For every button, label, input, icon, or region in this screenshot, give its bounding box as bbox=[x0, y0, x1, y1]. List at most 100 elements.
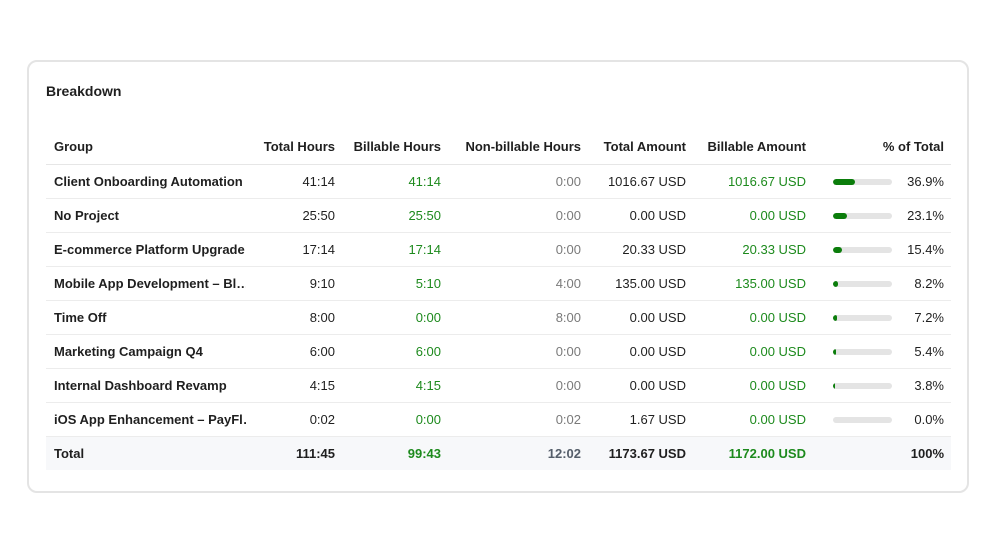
percent-track bbox=[833, 416, 892, 423]
percent-wrap: 36.9% bbox=[820, 174, 944, 189]
non-billable-hours-cell: 0:02 bbox=[448, 402, 588, 437]
percent-wrap: 23.1% bbox=[820, 208, 944, 223]
percent-wrap: 8.2% bbox=[820, 276, 944, 291]
percent-track bbox=[833, 280, 892, 287]
total-row: Total 111:45 99:43 12:02 1173.67 USD 1172.00 … bbox=[46, 436, 951, 470]
total-amount-cell: 0.00 USD bbox=[588, 368, 693, 403]
percent-label: 7.2% bbox=[914, 310, 944, 325]
percent-label: 8.2% bbox=[914, 276, 944, 291]
percent-label: 3.8% bbox=[914, 378, 944, 393]
total-total-amount: 1173.67 USD bbox=[588, 436, 693, 470]
non-billable-hours-cell: 0:00 bbox=[448, 198, 588, 233]
billable-hours-cell: 0:00 bbox=[342, 402, 448, 437]
percent-wrap: 0.0% bbox=[820, 412, 944, 427]
percent-track bbox=[833, 314, 892, 321]
table-row: Marketing Campaign Q4 6:00 6:00 0:00 0.00 US… bbox=[46, 334, 951, 369]
table-row: Client Onboarding Automation 41:14 41:14 0:… bbox=[46, 164, 951, 199]
table-row: iOS App Enhancement – PayFl… 0:02 0:00 0:02… bbox=[46, 402, 951, 437]
total-hours-cell: 9:10 bbox=[246, 266, 342, 301]
billable-amount-cell: 0.00 USD bbox=[693, 300, 813, 335]
percent-cell: 3.8% bbox=[813, 368, 951, 403]
percent-cell: 15.4% bbox=[813, 232, 951, 267]
billable-hours-cell: 6:00 bbox=[342, 334, 448, 369]
total-percent: 100% bbox=[813, 436, 951, 470]
percent-track bbox=[833, 246, 892, 253]
percent-track bbox=[833, 348, 892, 355]
percent-cell: 0.0% bbox=[813, 402, 951, 437]
percent-bar bbox=[833, 348, 837, 355]
total-hours-cell: 41:14 bbox=[246, 164, 342, 199]
percent-wrap: 7.2% bbox=[820, 310, 944, 325]
non-billable-hours-cell: 4:00 bbox=[448, 266, 588, 301]
billable-amount-cell: 135.00 USD bbox=[693, 266, 813, 301]
column-header: Total Hours bbox=[246, 128, 342, 165]
total-hours-cell: 17:14 bbox=[246, 232, 342, 267]
total-hours-cell: 25:50 bbox=[246, 198, 342, 233]
breakdown-table: Group Total Hours Billable Hours Non-billab… bbox=[46, 128, 951, 470]
percent-cell: 23.1% bbox=[813, 198, 951, 233]
percent-cell: 36.9% bbox=[813, 164, 951, 199]
group-cell: Internal Dashboard Revamp bbox=[46, 368, 246, 403]
table-row: Time Off 8:00 0:00 8:00 0.00 USD 0.00 USD 7.2% bbox=[46, 300, 951, 335]
table-row: Mobile App Development – Bl… 9:10 5:10 4:00… bbox=[46, 266, 951, 301]
billable-amount-cell: 0.00 USD bbox=[693, 368, 813, 403]
percent-bar bbox=[833, 382, 836, 389]
percent-cell: 7.2% bbox=[813, 300, 951, 335]
percent-bar bbox=[833, 178, 855, 185]
group-cell: iOS App Enhancement – PayFl… bbox=[46, 402, 246, 437]
total-hours-cell: 4:15 bbox=[246, 368, 342, 403]
total-total-hours: 111:45 bbox=[246, 436, 342, 470]
percent-bar bbox=[833, 280, 838, 287]
billable-hours-cell: 41:14 bbox=[342, 164, 448, 199]
total-amount-cell: 1.67 USD bbox=[588, 402, 693, 437]
percent-track bbox=[833, 212, 892, 219]
billable-hours-cell: 25:50 bbox=[342, 198, 448, 233]
column-header: % of Total bbox=[813, 128, 951, 165]
percent-cell: 8.2% bbox=[813, 266, 951, 301]
total-billable-amount: 1172.00 USD bbox=[693, 436, 813, 470]
percent-wrap: 15.4% bbox=[820, 242, 944, 257]
total-amount-cell: 135.00 USD bbox=[588, 266, 693, 301]
non-billable-hours-cell: 0:00 bbox=[448, 368, 588, 403]
column-header: Non-billable Hours bbox=[448, 128, 588, 165]
total-amount-cell: 0.00 USD bbox=[588, 334, 693, 369]
non-billable-hours-cell: 0:00 bbox=[448, 164, 588, 199]
billable-amount-cell: 0.00 USD bbox=[693, 198, 813, 233]
table-row: Internal Dashboard Revamp 4:15 4:15 0:00 0.0… bbox=[46, 368, 951, 403]
total-non-billable-hours: 12:02 bbox=[448, 436, 588, 470]
percent-track bbox=[833, 382, 892, 389]
table-row: No Project 25:50 25:50 0:00 0.00 USD 0.00 USD… bbox=[46, 198, 951, 233]
billable-hours-cell: 0:00 bbox=[342, 300, 448, 335]
percent-wrap: 5.4% bbox=[820, 344, 944, 359]
table-body: Client Onboarding Automation 41:14 41:14 0:… bbox=[46, 164, 951, 470]
non-billable-hours-cell: 0:00 bbox=[448, 232, 588, 267]
breakdown-card: Breakdown Group Total Hours Billable Hours… bbox=[27, 60, 969, 493]
percent-cell: 5.4% bbox=[813, 334, 951, 369]
group-cell: E-commerce Platform Upgrade bbox=[46, 232, 246, 267]
percent-label: 23.1% bbox=[907, 208, 944, 223]
billable-amount-cell: 1016.67 USD bbox=[693, 164, 813, 199]
percent-bar bbox=[833, 314, 838, 321]
column-header: Billable Amount bbox=[693, 128, 813, 165]
total-hours-cell: 0:02 bbox=[246, 402, 342, 437]
billable-hours-cell: 17:14 bbox=[342, 232, 448, 267]
billable-amount-cell: 0.00 USD bbox=[693, 402, 813, 437]
total-amount-cell: 20.33 USD bbox=[588, 232, 693, 267]
header-row: Group Total Hours Billable Hours Non-billab… bbox=[46, 128, 951, 165]
total-amount-cell: 0.00 USD bbox=[588, 198, 693, 233]
billable-hours-cell: 5:10 bbox=[342, 266, 448, 301]
total-amount-cell: 1016.67 USD bbox=[588, 164, 693, 199]
group-cell: Marketing Campaign Q4 bbox=[46, 334, 246, 369]
percent-label: 0.0% bbox=[914, 412, 944, 427]
total-billable-hours: 99:43 bbox=[342, 436, 448, 470]
group-cell: Client Onboarding Automation bbox=[46, 164, 246, 199]
group-cell: Mobile App Development – Bl… bbox=[46, 266, 246, 301]
table-row: E-commerce Platform Upgrade 17:14 17:14 0:0… bbox=[46, 232, 951, 267]
percent-label: 5.4% bbox=[914, 344, 944, 359]
percent-wrap: 3.8% bbox=[820, 378, 944, 393]
billable-amount-cell: 20.33 USD bbox=[693, 232, 813, 267]
percent-label: 36.9% bbox=[907, 174, 944, 189]
column-header: Billable Hours bbox=[342, 128, 448, 165]
group-cell: No Project bbox=[46, 198, 246, 233]
